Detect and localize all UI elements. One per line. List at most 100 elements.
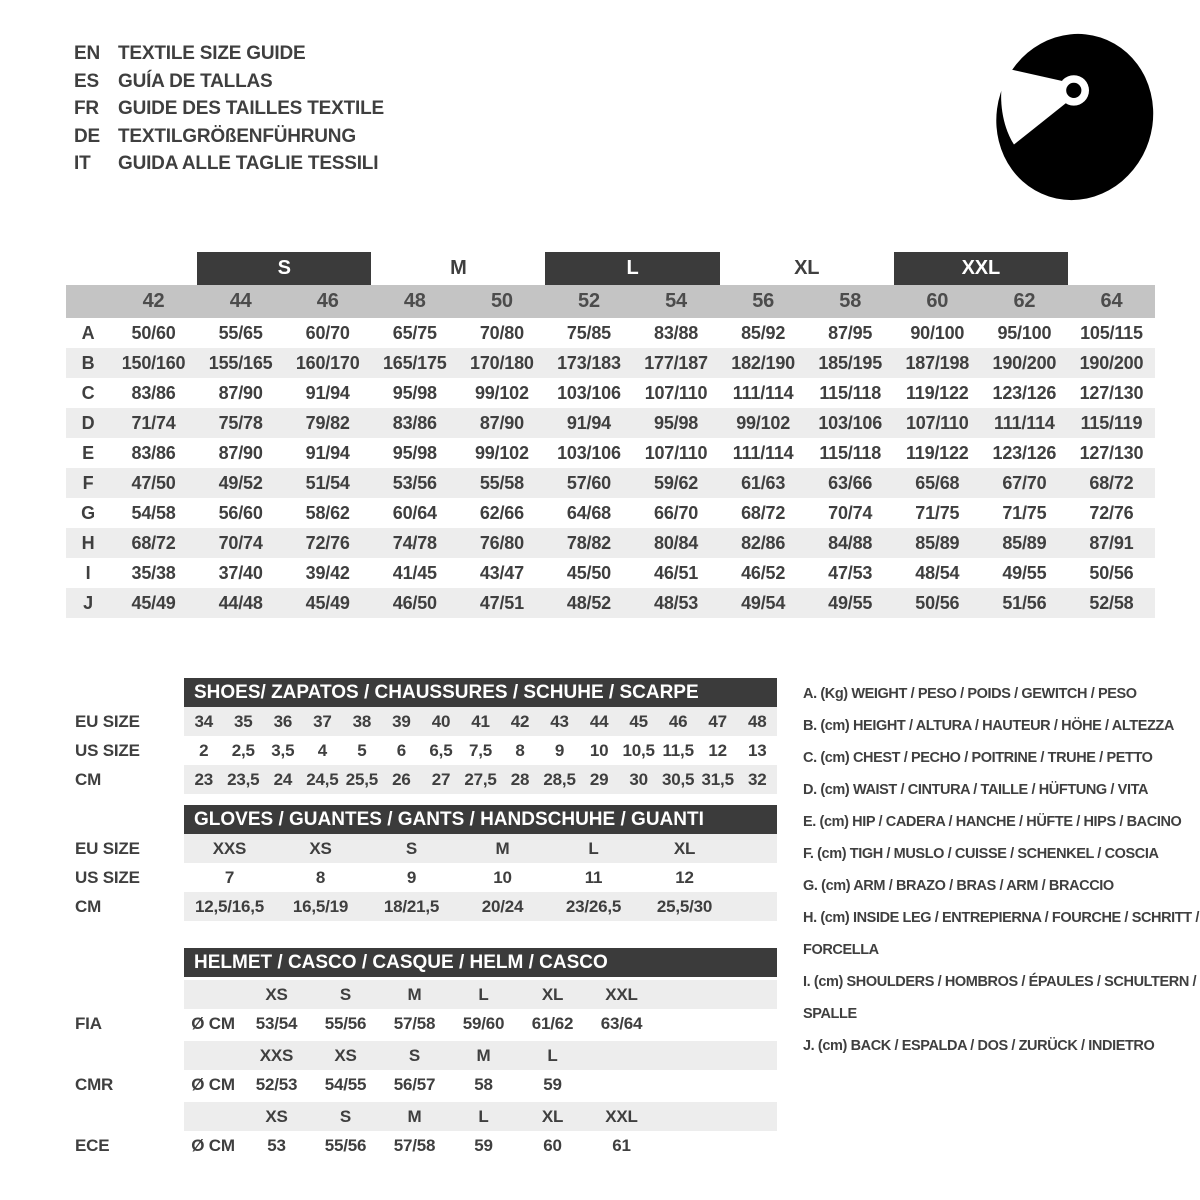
size-value: 12 bbox=[708, 740, 727, 760]
size-band-s: S bbox=[197, 252, 372, 285]
measurement-value: 61/63 bbox=[741, 472, 786, 493]
size-column-header: 48 bbox=[403, 290, 426, 312]
measurement-value: 74/78 bbox=[392, 532, 437, 553]
measurement-value: 150/160 bbox=[121, 352, 186, 373]
measurement-value: 123/126 bbox=[992, 442, 1057, 463]
measurement-value: 51/54 bbox=[305, 472, 350, 493]
measurement-value: 71/74 bbox=[131, 412, 176, 433]
legend-item: A. (Kg) WEIGHT / PESO / POIDS / GEWITCH … bbox=[803, 686, 1137, 702]
measurement-value: 50/60 bbox=[131, 322, 176, 343]
legend-item: E. (cm) HIP / CADERA / HANCHE / HÜFTE / … bbox=[803, 814, 1182, 830]
size-value: 40 bbox=[421, 707, 461, 736]
diameter-unit-label: Ø CM bbox=[191, 1135, 235, 1155]
measurement-value: 58/62 bbox=[305, 502, 350, 523]
size-value: 47 bbox=[697, 707, 738, 736]
measurement-value: 107/110 bbox=[905, 412, 969, 433]
measurement-value: 95/98 bbox=[654, 412, 699, 433]
size-band-m: M bbox=[450, 257, 467, 279]
filler bbox=[656, 1009, 777, 1038]
measurement-value: 45/50 bbox=[566, 562, 611, 583]
language-title-list: EN TEXTILE SIZE GUIDE ES GUÍA DE TALLAS FR GU… bbox=[74, 40, 384, 178]
measurement-value: 79/82 bbox=[305, 412, 350, 433]
size-value: 6,5 bbox=[429, 740, 453, 760]
size-column-header: 60 bbox=[926, 290, 949, 312]
measurement-value: 56/60 bbox=[218, 502, 263, 523]
measurement-value: 55/65 bbox=[218, 322, 263, 343]
helmet-size-label: XXL bbox=[587, 1102, 656, 1131]
measurement-value: 60/70 bbox=[305, 322, 350, 343]
measurement-value: 90/100 bbox=[910, 322, 965, 343]
size-value: 12 bbox=[675, 867, 694, 887]
measurement-value: 43/47 bbox=[479, 562, 524, 583]
size-value: 23,5 bbox=[223, 765, 264, 794]
measurement-value: 83/86 bbox=[392, 412, 437, 433]
measurement-value: 87/95 bbox=[828, 322, 873, 343]
size-value: 37 bbox=[302, 707, 343, 736]
size-value: 23/26,5 bbox=[548, 892, 639, 921]
size-value: S bbox=[366, 834, 457, 863]
measurement-value: 87/90 bbox=[218, 442, 263, 463]
measurement-row: I 35/38 37/40 39/42 41/45 43/47 45/50 46/51 46/5… bbox=[66, 558, 1155, 588]
size-row-cm: CM 12,5/16,5 16,5/19 18/21,5 20/24 23/26,5 25,… bbox=[66, 892, 777, 921]
row-label: US SIZE bbox=[75, 740, 140, 760]
size-column-header: 54 bbox=[665, 290, 687, 312]
language-row: FR GUIDE DES TAILLES TEXTILE bbox=[74, 95, 384, 123]
size-row-us-size: US SIZE 7 8 9 10 11 12 bbox=[66, 863, 777, 892]
measurement-legend: A. (Kg) WEIGHT / PESO / POIDS / GEWITCH … bbox=[803, 678, 1200, 1062]
measurement-value: 65/68 bbox=[915, 472, 960, 493]
measurement-value: 49/55 bbox=[828, 592, 873, 613]
measurement-row: B 150/160 155/165 160/170 165/175 170/180 173/… bbox=[66, 348, 1155, 378]
measurement-value: 78/82 bbox=[566, 532, 611, 553]
helmet-size-label: XS bbox=[311, 1041, 380, 1070]
size-value: 7 bbox=[224, 867, 235, 887]
measurement-value: 62/66 bbox=[479, 502, 524, 523]
measurement-value: 119/122 bbox=[905, 382, 969, 403]
legend-item: H. (cm) INSIDE LEG / ENTREPIERNA / FOURC… bbox=[803, 910, 1199, 958]
measurement-value: 182/190 bbox=[731, 352, 795, 373]
measurement-value: 127/130 bbox=[1079, 382, 1144, 403]
size-value: 41 bbox=[460, 707, 501, 736]
measurement-value: 49/55 bbox=[1002, 562, 1047, 583]
measurement-value: 44/48 bbox=[218, 592, 263, 613]
helmet-size-value bbox=[587, 1070, 656, 1099]
size-value: 18/21,5 bbox=[366, 892, 457, 921]
gloves-size-table: GLOVES / GUANTES / GANTS / HANDSCHUHE / … bbox=[66, 805, 777, 921]
legend-item: I. (cm) SHOULDERS / HOMBROS / ÉPAULES / … bbox=[803, 974, 1197, 1022]
measurement-row: H 68/72 70/74 72/76 74/78 76/80 78/82 80/84 82/8… bbox=[66, 528, 1155, 558]
measurement-value: 46/51 bbox=[654, 562, 699, 583]
measurement-value: 190/200 bbox=[992, 352, 1057, 373]
size-value: 8 bbox=[515, 740, 525, 760]
measurement-value: 127/130 bbox=[1079, 442, 1144, 463]
size-value: 9 bbox=[554, 740, 565, 760]
measurement-value: 70/80 bbox=[479, 322, 524, 343]
size-value: 2,5 bbox=[231, 740, 255, 760]
size-value: L bbox=[548, 834, 639, 863]
language-code: ES bbox=[74, 70, 99, 92]
size-band-xl: XL bbox=[794, 257, 820, 279]
measurement-value: 55/58 bbox=[479, 472, 524, 493]
helmet-size-value: 53 bbox=[267, 1135, 286, 1155]
helmet-size-label: XL bbox=[518, 1102, 587, 1131]
measurement-value: 47/51 bbox=[479, 592, 524, 613]
row-label: I bbox=[85, 562, 91, 583]
language-code: IT bbox=[74, 153, 91, 174]
measurement-value: 185/195 bbox=[818, 352, 883, 373]
measurement-value: 75/78 bbox=[218, 412, 263, 433]
size-value: XXS bbox=[184, 834, 275, 863]
size-value: 44 bbox=[579, 707, 619, 736]
measurement-value: 111/114 bbox=[732, 382, 794, 403]
measurement-value: 119/122 bbox=[905, 442, 969, 463]
helmet-size-header-cmr: XXS XS S M L bbox=[66, 1041, 777, 1070]
measurement-value: 91/94 bbox=[305, 442, 350, 463]
measurement-value: 71/75 bbox=[1002, 502, 1047, 523]
size-value: 36 bbox=[263, 707, 303, 736]
size-value: 27 bbox=[421, 765, 461, 794]
measurement-value: 35/38 bbox=[131, 562, 176, 583]
spacer bbox=[184, 1102, 242, 1131]
spacer bbox=[66, 1102, 184, 1131]
measurement-value: 47/50 bbox=[131, 472, 176, 493]
helmet-size-value: 63/64 bbox=[600, 1013, 643, 1033]
measurement-value: 87/90 bbox=[218, 382, 263, 403]
filler bbox=[656, 980, 777, 1009]
